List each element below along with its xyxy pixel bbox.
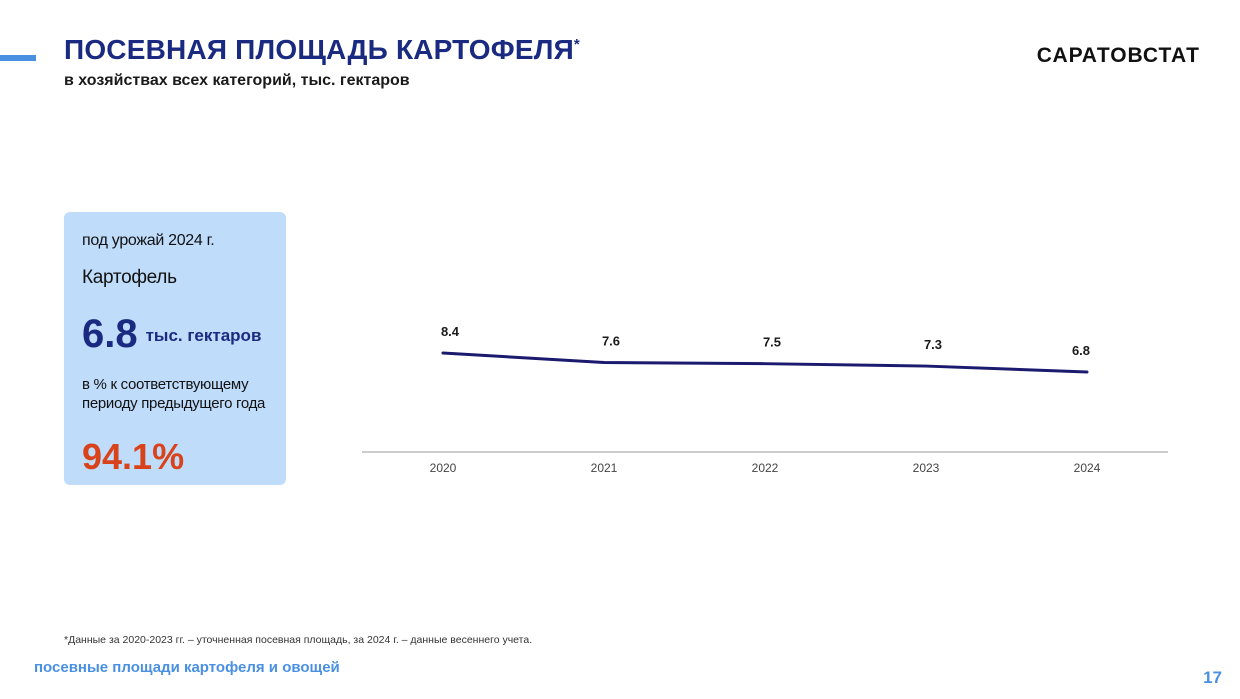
comparison-note: в % к соответствующему периоду предыдуще… (82, 376, 266, 412)
footer-caption: посевные площади картофеля и овощей (34, 659, 340, 676)
x-tick-label: 2021 (591, 461, 618, 475)
page-subtitle: в хозяйствах всех категорий, тыс. гектар… (64, 72, 410, 89)
harvest-label: под урожай 2024 г. (82, 232, 215, 249)
data-label: 7.6 (602, 334, 620, 349)
footnote: *Данные за 2020-2023 гг. – уточненная по… (64, 634, 533, 646)
x-tick-label: 2023 (913, 461, 940, 475)
brand-logo: САРАТОВСТАТ (1036, 44, 1200, 67)
page-title: ПОСЕВНАЯ ПЛОЩАДЬ КАРТОФЕЛЯ* (64, 34, 580, 66)
x-tick-label: 2022 (752, 461, 779, 475)
percent-value: 94.1% (82, 436, 185, 477)
data-label: 8.4 (441, 324, 460, 339)
page-number: 17 (1203, 668, 1222, 687)
area-value: 6.8 (82, 312, 138, 356)
area-unit: тыс. гектаров (145, 326, 262, 345)
summary-card: под урожай 2024 г. Картофель 6.8 тыс. гек… (64, 212, 286, 485)
data-label: 7.3 (924, 337, 942, 352)
crop-name: Картофель (82, 267, 177, 288)
x-tick-label: 2024 (1074, 461, 1101, 475)
series-line (441, 351, 1089, 374)
title-text: ПОСЕВНАЯ ПЛОЩАДЬ КАРТОФЕЛЯ (64, 34, 574, 65)
data-label: 6.8 (1072, 343, 1090, 358)
title-footnote-mark: * (573, 36, 580, 53)
x-tick-label: 2020 (430, 461, 457, 475)
value-row: 6.8 тыс. гектаров (82, 312, 261, 357)
accent-bar (0, 55, 36, 61)
data-label: 7.5 (763, 335, 781, 350)
